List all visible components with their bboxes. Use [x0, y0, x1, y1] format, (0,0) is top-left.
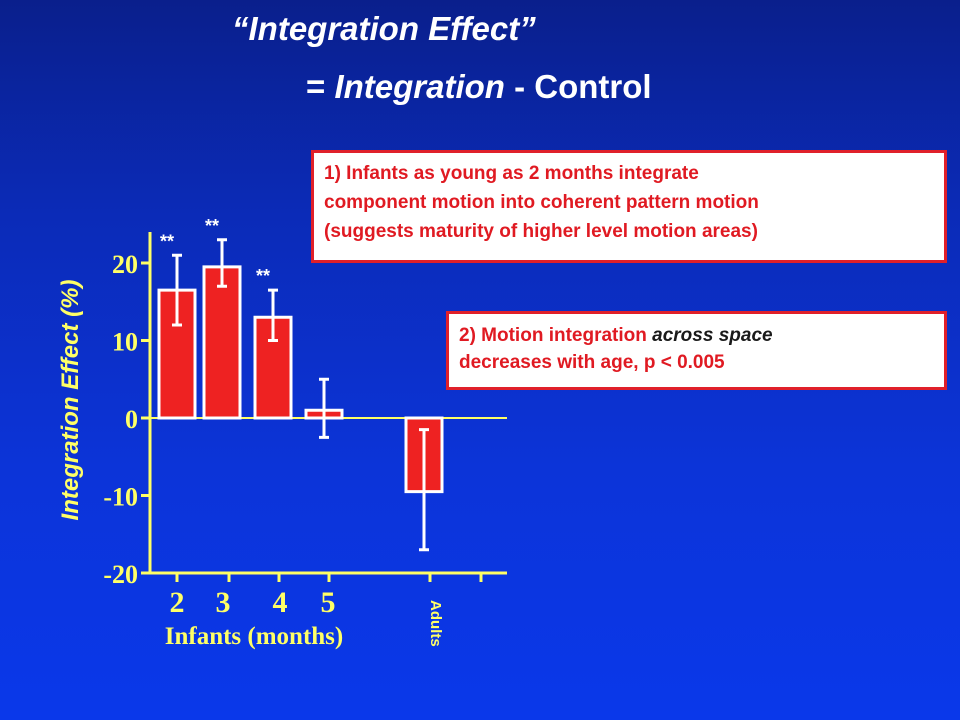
- x-tick-label-adults: Adults: [427, 600, 444, 647]
- finding-2-box: 2) Motion integration across space decre…: [446, 311, 947, 390]
- subtitle-suffix: - Control: [504, 68, 652, 105]
- finding-2-emphasis: across space: [652, 325, 773, 346]
- x-tick-label: 4: [273, 586, 288, 619]
- finding-2-line-2: decreases with age, p < 0.005: [459, 352, 725, 373]
- finding-1-box: 1) Infants as young as 2 months integrat…: [311, 150, 947, 263]
- significance-marker: **: [160, 231, 174, 251]
- bar: [202, 265, 242, 420]
- x-axis-label: Infants (months): [165, 623, 344, 650]
- significance-marker: **: [256, 266, 270, 286]
- y-axis-label: Integration Effect (%): [57, 280, 84, 521]
- y-tick-label: 10: [112, 328, 138, 357]
- finding-2-prefix: 2) Motion integration: [459, 325, 653, 346]
- finding-2-line-1: 2) Motion integration across space: [459, 322, 934, 349]
- subtitle-prefix: =: [306, 68, 335, 105]
- subtitle-italic: Integration: [334, 68, 505, 105]
- x-tick-label: 3: [216, 586, 231, 619]
- finding-1-line-2: component motion into coherent pattern m…: [324, 192, 759, 213]
- finding-1-line-1: 1) Infants as young as 2 months integrat…: [324, 163, 699, 184]
- slide-subtitle: = Integration - Control: [306, 68, 652, 106]
- y-tick-label: 20: [112, 250, 138, 279]
- significance-marker: **: [205, 216, 219, 236]
- y-tick-label: -10: [103, 483, 138, 512]
- y-tick-label: 0: [125, 405, 138, 434]
- slide-title: “Integration Effect”: [232, 10, 536, 47]
- y-tick-label: -20: [103, 560, 138, 589]
- x-tick-label: 2: [170, 586, 185, 619]
- finding-1-line-3: (suggests maturity of higher level motio…: [324, 221, 758, 242]
- x-tick-label: 5: [321, 586, 336, 619]
